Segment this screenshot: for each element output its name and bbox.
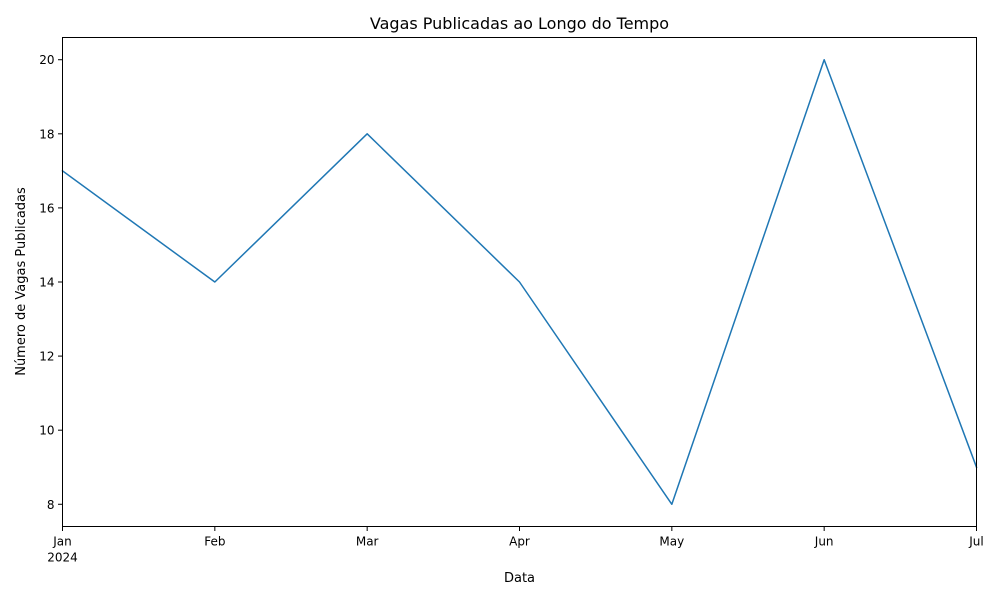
x-tick-sublabel: 2024 — [47, 551, 78, 565]
y-tick-label: 18 — [39, 127, 54, 141]
y-tick-label: 20 — [39, 53, 54, 67]
y-tick-label: 16 — [39, 201, 54, 215]
x-tick-label: May — [659, 535, 684, 549]
y-tick-label: 14 — [39, 276, 54, 290]
y-axis-ticks: 8 10 12 14 16 18 20 — [39, 53, 63, 512]
x-tick-label: Apr — [509, 535, 530, 549]
y-axis-label: Número de Vagas Publicadas — [14, 187, 29, 376]
x-tick-label: Jul — [968, 535, 983, 549]
y-tick-label: 12 — [39, 350, 54, 364]
series-layer — [61, 58, 978, 506]
x-tick-label: Jun — [814, 535, 834, 549]
chart-title: Vagas Publicadas ao Longo do Tempo — [370, 14, 669, 33]
x-axis-label: Data — [504, 571, 535, 586]
y-tick-label: 8 — [47, 498, 55, 512]
series-line — [61, 58, 978, 506]
y-tick-label: 10 — [39, 424, 54, 438]
x-tick-label: Jan — [52, 535, 72, 549]
x-tick-label: Feb — [204, 535, 225, 549]
x-axis-ticks: Jan Feb Mar Apr May Jun Jul 2024 — [47, 526, 984, 565]
plot-area-frame — [62, 37, 977, 527]
x-tick-label: Mar — [356, 535, 379, 549]
